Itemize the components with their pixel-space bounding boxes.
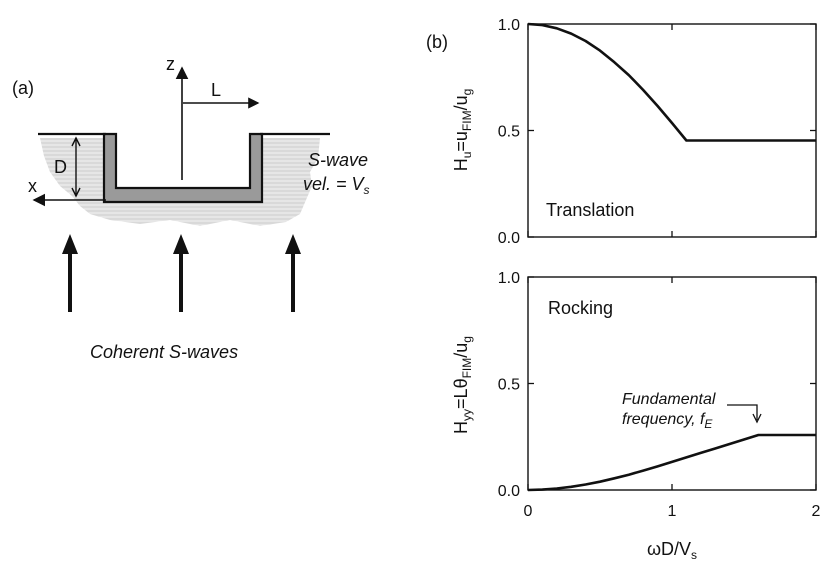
x-tick-label: 0 (524, 503, 533, 520)
translation-ytick-label: 0.5 (498, 124, 520, 141)
rocking-plot-ylabel: Hyy=LθFIM/ug (451, 336, 474, 434)
translation-plot: 0.0 0.5 1.0 Translation Hu=uFIM/ug (451, 17, 817, 247)
rocking-ytick-label: 1.0 (498, 270, 520, 287)
swave-arrowhead-right (285, 234, 301, 254)
annotation-line1: Fundamental (622, 391, 716, 408)
x-tick-label: 1 (668, 503, 677, 520)
foundation (102, 132, 264, 204)
soil-region (40, 138, 320, 226)
rocking-ytick-label: 0.5 (498, 377, 520, 394)
panel-a-tag: (a) (12, 78, 34, 98)
panel-b-tag: (b) (426, 32, 448, 52)
d-dimension-arrowhead-top (71, 136, 81, 147)
d-dimension-label: D (54, 157, 67, 177)
panel-b: (b) 0.0 0.5 1.0 Translation Hu=uFIM/ug 0.0… (426, 17, 820, 562)
swave-label-line1: S-wave (308, 150, 368, 170)
swave-label-line2: vel. = Vs (303, 174, 370, 197)
annotation-line2: frequency, fE (622, 411, 713, 431)
x-axis-title: ωD/Vs (647, 539, 697, 562)
x-tick-label: 2 (812, 503, 820, 520)
translation-ytick-label: 1.0 (498, 17, 520, 34)
d-dimension-arrowhead-bottom (71, 187, 81, 198)
z-axis-label: z (166, 54, 175, 74)
translation-plot-ylabel: Hu=uFIM/ug (451, 89, 474, 172)
rocking-curve (527, 433, 816, 492)
rocking-ytick-label: 0.0 (498, 483, 520, 500)
annotation-arrowhead (752, 413, 762, 424)
x-axis-label: x (28, 176, 37, 196)
translation-ytick-label: 0.0 (498, 230, 520, 247)
translation-plot-title: Translation (546, 200, 634, 220)
swave-arrowhead-left (62, 234, 78, 254)
swave-arrowhead-center (173, 234, 189, 254)
rocking-plot-title: Rocking (548, 298, 613, 318)
coherent-swaves-caption: Coherent S-waves (90, 342, 238, 362)
l-dimension-label: L (211, 80, 221, 100)
panel-a: (a) z L D x S-wave vel. = Vs (12, 54, 370, 362)
annotation-arrow (727, 404, 758, 420)
rocking-plot: 0.0 0.5 1.0 0 1 2 Rocking Hyy=LθFIM/ug Funda… (451, 270, 820, 520)
translation-curve (527, 22, 816, 142)
